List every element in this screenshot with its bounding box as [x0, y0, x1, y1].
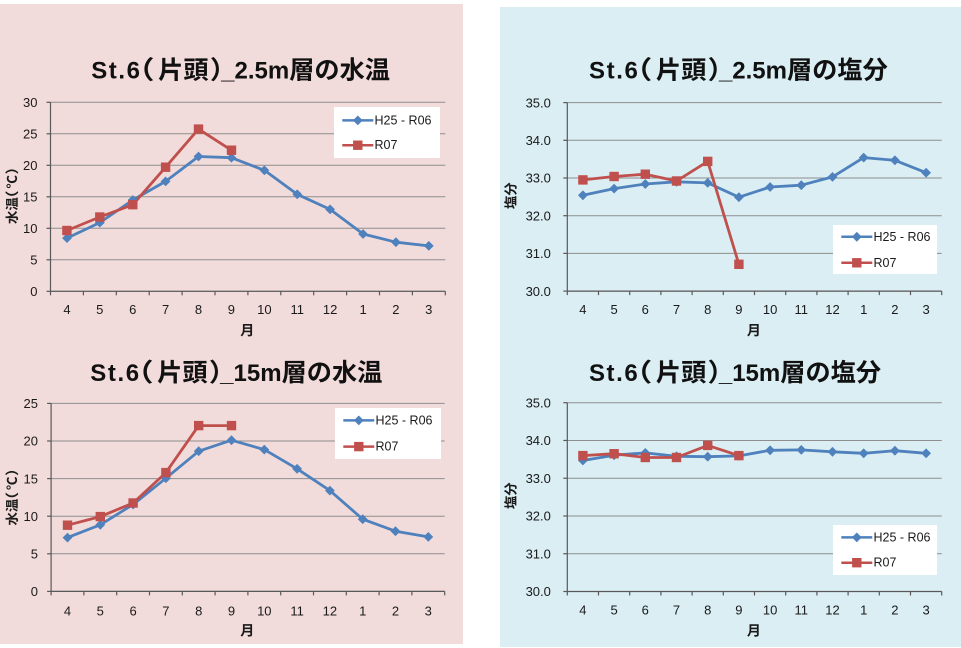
svg-text:3: 3 — [425, 603, 432, 618]
svg-text:8: 8 — [704, 603, 711, 618]
svg-text:St.6: St.6 — [589, 360, 639, 387]
svg-text:St.6: St.6 — [91, 58, 141, 85]
svg-text:6: 6 — [642, 302, 649, 317]
svg-text:15: 15 — [23, 190, 37, 205]
svg-text:5: 5 — [96, 302, 103, 317]
svg-text:11: 11 — [795, 302, 809, 317]
svg-text:30: 30 — [23, 95, 37, 110]
svg-text:2: 2 — [392, 302, 399, 317]
svg-text:4: 4 — [63, 302, 70, 317]
svg-text:33.0: 33.0 — [526, 171, 551, 186]
svg-text:35.0: 35.0 — [526, 395, 551, 410]
svg-text:R07: R07 — [375, 138, 398, 152]
svg-text:_15m: _15m — [219, 360, 281, 387]
svg-text:10: 10 — [763, 603, 777, 618]
svg-text:34.0: 34.0 — [526, 133, 551, 148]
svg-text:25: 25 — [23, 127, 37, 142]
svg-text:3: 3 — [922, 302, 929, 317]
svg-text:9: 9 — [228, 603, 235, 618]
svg-text:10: 10 — [24, 509, 38, 524]
svg-text:0: 0 — [30, 284, 37, 299]
svg-text:34.0: 34.0 — [526, 433, 551, 448]
svg-text:H25 - R06: H25 - R06 — [874, 230, 931, 244]
svg-text:1: 1 — [359, 302, 366, 317]
svg-text:H25 - R06: H25 - R06 — [375, 113, 432, 127]
svg-text:12: 12 — [323, 302, 337, 317]
svg-text:8: 8 — [195, 302, 202, 317]
svg-text:R07: R07 — [874, 556, 897, 570]
svg-text:7: 7 — [673, 302, 680, 317]
svg-text:H25 - R06: H25 - R06 — [874, 530, 931, 544]
svg-text:_15m: _15m — [718, 360, 780, 387]
svg-text:9: 9 — [735, 603, 742, 618]
svg-text:R07: R07 — [874, 256, 897, 270]
svg-text:2: 2 — [392, 603, 399, 618]
svg-text:10: 10 — [257, 302, 271, 317]
svg-text:5: 5 — [610, 302, 617, 317]
svg-text:35.0: 35.0 — [526, 95, 551, 110]
svg-text:6: 6 — [129, 302, 136, 317]
svg-text:1: 1 — [860, 302, 867, 317]
svg-text:10: 10 — [763, 302, 777, 317]
svg-text:9: 9 — [228, 302, 235, 317]
svg-text:6: 6 — [642, 603, 649, 618]
svg-text:30.0: 30.0 — [526, 584, 551, 599]
svg-text:0: 0 — [31, 584, 38, 599]
svg-text:1: 1 — [359, 603, 366, 618]
svg-text:11: 11 — [290, 302, 304, 317]
svg-text:2: 2 — [891, 603, 898, 618]
svg-text:25: 25 — [24, 396, 38, 411]
svg-text:6: 6 — [129, 603, 136, 618]
svg-text:11: 11 — [290, 603, 304, 618]
svg-text:20: 20 — [23, 158, 37, 173]
svg-text:8: 8 — [195, 603, 202, 618]
svg-text:12: 12 — [323, 603, 337, 618]
svg-text:31.0: 31.0 — [526, 246, 551, 261]
svg-text:31.0: 31.0 — [526, 546, 551, 561]
svg-text:2: 2 — [891, 302, 898, 317]
svg-text:1: 1 — [860, 603, 867, 618]
svg-text:3: 3 — [922, 603, 929, 618]
svg-text:5: 5 — [30, 253, 37, 268]
svg-text:7: 7 — [162, 302, 169, 317]
svg-text:St.6: St.6 — [90, 360, 140, 387]
svg-text:12: 12 — [825, 603, 839, 618]
svg-text:4: 4 — [64, 603, 71, 618]
svg-text:11: 11 — [795, 603, 809, 618]
svg-text:7: 7 — [673, 603, 680, 618]
svg-text:_2.5m: _2.5m — [718, 58, 787, 85]
svg-text:_2.5m: _2.5m — [220, 58, 289, 85]
svg-text:R07: R07 — [376, 440, 399, 454]
svg-text:St.6: St.6 — [589, 58, 639, 85]
svg-text:33.0: 33.0 — [526, 471, 551, 486]
svg-text:10: 10 — [23, 221, 37, 236]
svg-text:9: 9 — [735, 302, 742, 317]
svg-text:30.0: 30.0 — [526, 284, 551, 299]
svg-text:4: 4 — [579, 302, 586, 317]
svg-text:10: 10 — [257, 603, 271, 618]
svg-text:5: 5 — [610, 603, 617, 618]
svg-text:5: 5 — [31, 547, 38, 562]
svg-text:8: 8 — [704, 302, 711, 317]
svg-text:5: 5 — [97, 603, 104, 618]
svg-text:12: 12 — [825, 302, 839, 317]
svg-text:32.0: 32.0 — [526, 208, 551, 223]
svg-text:32.0: 32.0 — [526, 509, 551, 524]
svg-text:3: 3 — [425, 302, 432, 317]
svg-text:20: 20 — [24, 434, 38, 449]
svg-text:15: 15 — [24, 471, 38, 486]
svg-text:4: 4 — [579, 603, 586, 618]
svg-text:7: 7 — [162, 603, 169, 618]
svg-text:H25 - R06: H25 - R06 — [376, 413, 433, 427]
